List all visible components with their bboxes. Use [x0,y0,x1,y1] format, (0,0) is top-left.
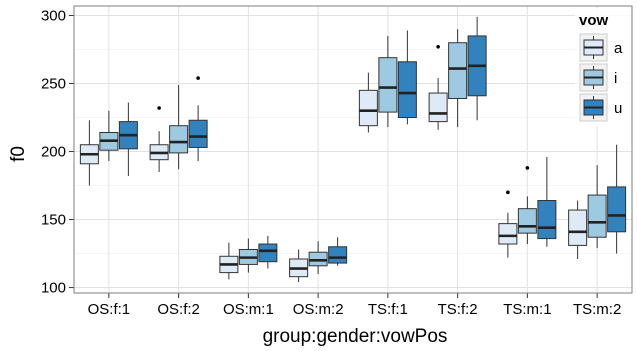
box-body [607,186,627,233]
box-TS:m:2-i [587,165,607,249]
box-body [308,251,328,267]
outlier-point [157,106,161,110]
legend-label-u: u [614,100,622,117]
box-body [568,209,588,246]
outlier-point [506,190,510,195]
x-tick-label: TS:m:1 [503,301,551,318]
plot-border [73,5,633,294]
x-tick-label: OS:m:1 [223,301,274,318]
x-tick-label: TS:f:2 [438,301,478,318]
legend-label-i: i [614,70,617,87]
box-OS:m:1-u [258,235,278,269]
box-TS:f:2-a [428,45,448,130]
outlier-point [436,45,440,49]
y-axis-label: f0 [8,146,29,162]
box-body [258,243,278,263]
legend-label-a: a [614,40,623,57]
y-tick-label: 200 [41,144,66,161]
box-TS:f:1-u [397,30,417,125]
box-OS:m:1-a [219,242,239,280]
x-axis-label: group:gender:vowPos [263,326,448,347]
box-body [517,208,537,234]
box-OS:f:2-i [169,84,189,170]
box-body [428,92,448,123]
box-OS:f:2-u [188,76,208,162]
x-tick-label: OS:m:2 [293,301,344,318]
box-TS:f:2-i [448,29,468,128]
box-OS:f:1-u [118,102,138,177]
box-body [587,194,607,238]
box-body [537,200,557,240]
box-TS:m:2-u [607,144,627,254]
box-OS:f:1-i [99,110,119,162]
box-body [378,57,398,113]
x-tick-label: OS:f:2 [157,301,200,318]
y-tick-label: 100 [41,280,66,297]
box-OS:m:1-i [238,238,258,273]
outlier-point [196,76,200,80]
box-OS:m:2-a [289,249,309,283]
box-TS:f:1-a [358,72,378,133]
box-body [169,125,189,154]
box-body [358,89,378,127]
box-OS:m:2-u [328,237,348,266]
x-tick-label: TS:m:2 [573,301,621,318]
box-body [448,42,468,99]
box-OS:m:2-i [308,241,328,274]
box-OS:f:2-a [149,106,169,172]
box-TS:f:2-u [467,16,487,121]
x-tick-label: TS:f:1 [368,301,408,318]
box-TS:f:1-i [378,35,398,128]
x-tick-label: OS:f:1 [88,301,131,318]
box-body [328,246,348,264]
box-OS:f:1-a [79,120,99,186]
outlier-point [525,166,530,170]
box-body [498,223,518,245]
box-TS:m:2-a [568,200,588,259]
box-body [188,119,208,148]
box-TS:m:1-a [498,190,518,258]
legend-title: vow [579,12,609,29]
box-TS:m:1-i [517,166,537,245]
y-tick-label: 150 [41,212,66,229]
box-TS:m:1-u [537,156,557,247]
y-tick-label: 300 [41,8,66,25]
box-body [397,61,417,119]
y-tick-label: 250 [41,76,66,93]
